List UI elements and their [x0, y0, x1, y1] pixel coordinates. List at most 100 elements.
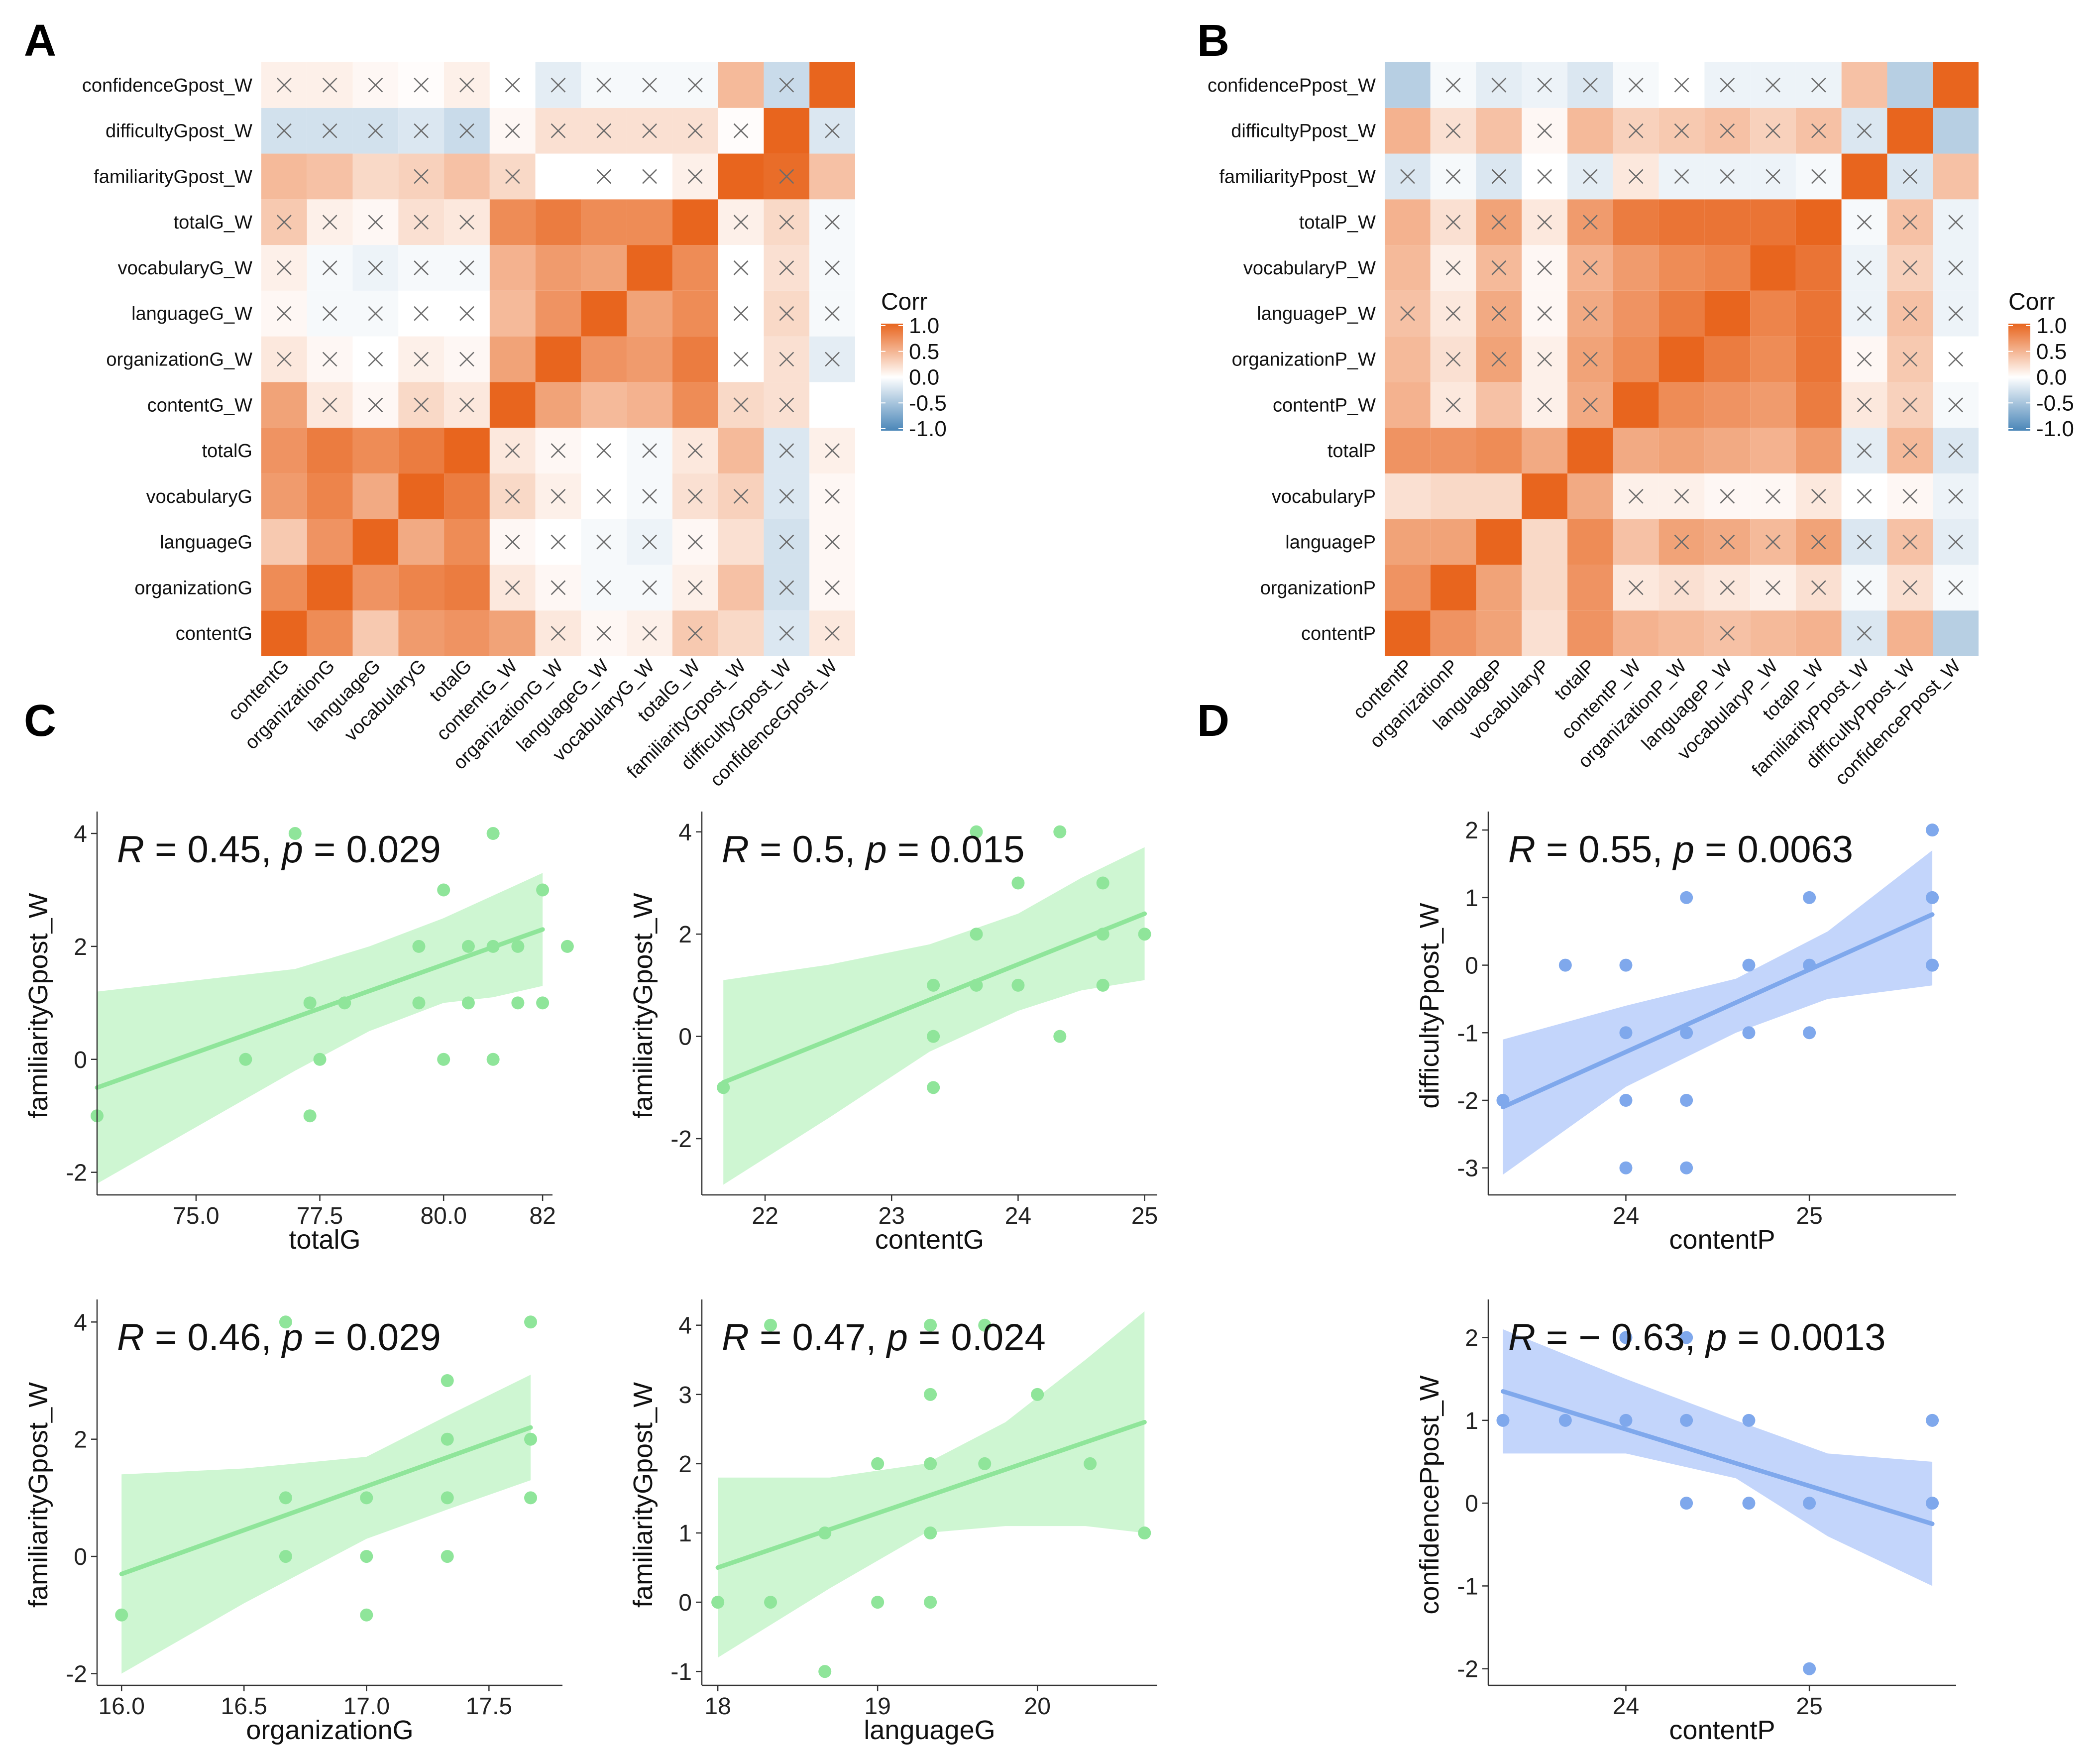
insignificant-mark: [276, 260, 292, 275]
correlation-annotation: R = 0.46, p = 0.029: [117, 1316, 441, 1359]
insignificant-mark: [1537, 77, 1552, 93]
insignificant-mark: [1537, 169, 1552, 184]
data-point: [536, 883, 550, 897]
heat-cell: [398, 428, 444, 473]
heat-cell: [261, 610, 307, 656]
insignificant-mark: [1857, 352, 1872, 367]
insignificant-mark: [1857, 534, 1872, 550]
insignificant-mark: [1583, 260, 1598, 275]
heat-cell: [535, 382, 581, 428]
heat-cell: [627, 290, 672, 337]
insignificant-mark: [779, 306, 794, 321]
insignificant-mark: [642, 77, 657, 93]
insignificant-mark: [1537, 260, 1552, 275]
insignificant-mark: [1537, 215, 1552, 230]
row-label-difficultygpost-w: difficultyGpost_W: [106, 121, 252, 142]
data-point: [279, 1550, 292, 1563]
heat-cell: [1385, 199, 1431, 245]
insignificant-mark: [1674, 77, 1689, 93]
heat-cell: [1841, 62, 1887, 108]
insignificant-mark: [687, 443, 703, 458]
panel-letter-c: C: [24, 696, 56, 746]
heat-cell: [1658, 290, 1705, 337]
scatter-totalg: 75.0 77.5 80.0 82 -2 0 2 4 totalG familiarityGpos…: [23, 812, 574, 1255]
insignificant-mark: [1583, 215, 1598, 230]
insignificant-mark: [1674, 123, 1689, 138]
insignificant-mark: [414, 352, 429, 367]
insignificant-mark: [1948, 580, 1964, 595]
data-point: [1011, 978, 1025, 992]
insignificant-mark: [1902, 580, 1918, 595]
data-point: [279, 1315, 292, 1329]
data-point: [360, 1550, 373, 1563]
y-tick-label: 0: [74, 1544, 87, 1570]
insignificant-mark: [551, 488, 566, 504]
heat-cell: [718, 62, 764, 108]
data-point: [924, 1596, 937, 1609]
heat-cell: [489, 290, 536, 337]
insignificant-mark: [505, 443, 520, 458]
y-tick-label: 2: [678, 1451, 692, 1478]
insignificant-mark: [642, 169, 657, 184]
heat-cell: [352, 473, 399, 519]
heat-cell: [1750, 428, 1796, 473]
legend-tick-label: 1.0: [909, 314, 939, 338]
data-point: [1619, 1413, 1633, 1427]
heat-cell: [261, 382, 307, 428]
row-label-familiarityppost-w: familiarityPpost_W: [1219, 166, 1376, 187]
insignificant-mark: [1583, 352, 1598, 367]
data-point: [1803, 1662, 1816, 1675]
heat-cell: [718, 565, 764, 611]
y-tick-label: 4: [678, 1313, 692, 1339]
insignificant-mark: [1583, 169, 1598, 184]
row-label-confidenceppost-w: confidencePpost_W: [1208, 75, 1376, 96]
x-tick-label: 77.5: [297, 1203, 343, 1229]
data-point: [560, 939, 574, 953]
legend-title: Corr: [2008, 289, 2055, 315]
legend-tick-label: 0.0: [909, 365, 939, 390]
y-tick-label: 2: [74, 1427, 87, 1453]
legend-tick-label: -0.5: [2036, 391, 2074, 415]
heat-cell: [1658, 382, 1705, 428]
x-axis-title: organizationG: [246, 1715, 413, 1745]
heat-cell: [444, 519, 490, 565]
regression-line: [95, 927, 545, 1090]
insignificant-mark: [1902, 260, 1918, 275]
data-point: [461, 996, 475, 1010]
x-tick-label: 16.0: [98, 1693, 144, 1720]
insignificant-mark: [1583, 397, 1598, 413]
insignificant-mark: [1857, 580, 1872, 595]
heat-cell: [307, 565, 353, 611]
insignificant-mark: [733, 306, 749, 321]
insignificant-mark: [1491, 260, 1507, 275]
annotation-symbol: p: [865, 828, 886, 871]
data-point: [412, 939, 426, 953]
data-point: [1031, 1388, 1044, 1401]
insignificant-mark: [1948, 306, 1964, 321]
data-point: [1558, 958, 1572, 972]
insignificant-mark: [1445, 123, 1461, 138]
x-tick-label: 24: [1613, 1203, 1639, 1229]
heat-cell: [1933, 108, 1979, 154]
annotation-symbol: R: [1508, 1316, 1536, 1359]
heat-cell: [1522, 473, 1568, 519]
data-point: [1803, 1497, 1816, 1510]
y-tick-label: 1: [1465, 1408, 1478, 1434]
data-point: [360, 1608, 373, 1622]
insignificant-mark: [1720, 534, 1735, 550]
insignificant-mark: [1400, 169, 1415, 184]
insignificant-mark: [1811, 169, 1826, 184]
data-point: [1619, 1331, 1633, 1344]
x-tick-label: 18: [704, 1693, 731, 1720]
heatmap-a: contentG organizationG languageG vocabulary…: [82, 62, 855, 791]
data-point: [461, 939, 475, 953]
annotation-text: = 0.55,: [1536, 828, 1673, 871]
insignificant-mark: [1674, 488, 1689, 504]
data-point: [1619, 1094, 1633, 1107]
insignificant-mark: [1628, 169, 1644, 184]
data-point: [1742, 1497, 1756, 1510]
heat-cell: [352, 565, 399, 611]
insignificant-mark: [1857, 306, 1872, 321]
row-label-organizationp-w: organizationP_W: [1232, 350, 1376, 370]
data-point: [927, 978, 940, 992]
